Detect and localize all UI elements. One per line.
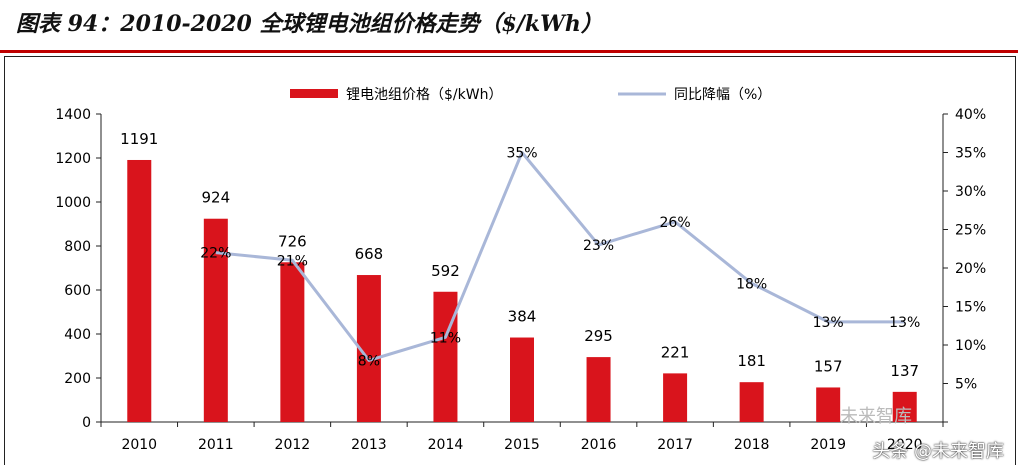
line-series bbox=[215, 151, 905, 362]
x-tick-label: 2011 bbox=[198, 437, 234, 453]
right-tick-label: 25% bbox=[955, 223, 986, 239]
bar-label: 137 bbox=[890, 362, 919, 380]
left-tick-label: 600 bbox=[64, 283, 91, 299]
x-tick-label: 2015 bbox=[504, 437, 540, 453]
left-tick-label: 0 bbox=[82, 415, 91, 431]
chart-frame bbox=[4, 56, 1016, 465]
x-tick-label: 2019 bbox=[810, 437, 846, 453]
bar bbox=[586, 357, 611, 422]
legend-bar-label: 锂电池组价格（$/kWh） bbox=[346, 87, 502, 103]
chart-title: 图表 94：2010-2020 全球锂电池组价格走势（$/kWh） bbox=[16, 11, 603, 37]
left-tick-label: 800 bbox=[64, 239, 91, 255]
line-path bbox=[215, 151, 905, 362]
bar-label: 181 bbox=[737, 352, 766, 370]
bar bbox=[510, 337, 534, 422]
x-tick-label: 2014 bbox=[428, 437, 464, 453]
left-tick-label: 1200 bbox=[55, 151, 91, 167]
line-label: 22% bbox=[200, 246, 231, 262]
right-tick-label: 30% bbox=[955, 184, 986, 200]
line-label: 13% bbox=[889, 315, 920, 331]
bar bbox=[280, 262, 305, 422]
left-tick-label: 1400 bbox=[55, 107, 91, 123]
line-label: 8% bbox=[358, 353, 380, 369]
legend: 锂电池组价格（$/kWh） 同比降幅（%） bbox=[290, 87, 771, 103]
left-tick-label: 400 bbox=[64, 327, 91, 343]
line-label: 26% bbox=[660, 215, 691, 231]
axes: 0 200 400 600 800 1000 1200 1400 5% 10% 15% 20% 25% 3… bbox=[55, 107, 986, 453]
bar-label: 221 bbox=[661, 343, 690, 361]
bar bbox=[127, 159, 152, 423]
bar-labels: 1191 924 726 668 592 384 295 221 181 157 137 bbox=[120, 130, 919, 380]
bar bbox=[663, 373, 688, 422]
right-tick-label: 10% bbox=[955, 338, 986, 354]
line-label: 13% bbox=[813, 315, 844, 331]
x-tick-label: 2013 bbox=[351, 437, 387, 453]
bar-label: 384 bbox=[508, 308, 537, 326]
watermark: 头条 @未来智库 bbox=[872, 441, 1004, 462]
right-tick-label: 20% bbox=[955, 261, 986, 277]
line-label: 35% bbox=[506, 146, 537, 162]
title-rule bbox=[0, 50, 1018, 53]
bar-label: 726 bbox=[278, 232, 307, 250]
bar-series bbox=[127, 159, 917, 423]
x-tick-label: 2017 bbox=[657, 437, 693, 453]
legend-bar-swatch bbox=[290, 89, 338, 98]
right-tick-label: 5% bbox=[955, 377, 977, 393]
line-label: 23% bbox=[583, 238, 614, 254]
x-tick-label: 2020 bbox=[887, 437, 923, 453]
bar-label: 295 bbox=[584, 327, 613, 345]
bar bbox=[739, 382, 764, 422]
bar-label: 668 bbox=[355, 245, 384, 263]
watermark-top: 未来智库 bbox=[840, 406, 912, 427]
line-label: 21% bbox=[277, 253, 308, 269]
line-labels: 22% 21% 8% 11% 35% 23% 26% 18% 13% 13% bbox=[200, 146, 920, 370]
right-tick-label: 35% bbox=[955, 146, 986, 162]
left-tick-label: 200 bbox=[64, 371, 91, 387]
bar-label: 924 bbox=[201, 189, 230, 207]
legend-line-label: 同比降幅（%） bbox=[674, 87, 771, 103]
line-label: 18% bbox=[736, 276, 767, 292]
bar bbox=[892, 391, 917, 422]
bar-label: 1191 bbox=[120, 130, 158, 148]
bar-label: 157 bbox=[814, 357, 843, 375]
left-tick-label: 1000 bbox=[55, 195, 91, 211]
x-tick-label: 2012 bbox=[275, 437, 311, 453]
x-tick-label: 2018 bbox=[734, 437, 770, 453]
line-label: 11% bbox=[430, 330, 461, 346]
x-tick-label: 2016 bbox=[581, 437, 617, 453]
right-tick-label: 15% bbox=[955, 300, 986, 316]
bar bbox=[433, 291, 458, 422]
x-tick-label: 2010 bbox=[121, 437, 157, 453]
right-tick-label: 40% bbox=[955, 107, 986, 123]
bar bbox=[816, 387, 841, 422]
bar-label: 592 bbox=[431, 262, 460, 280]
